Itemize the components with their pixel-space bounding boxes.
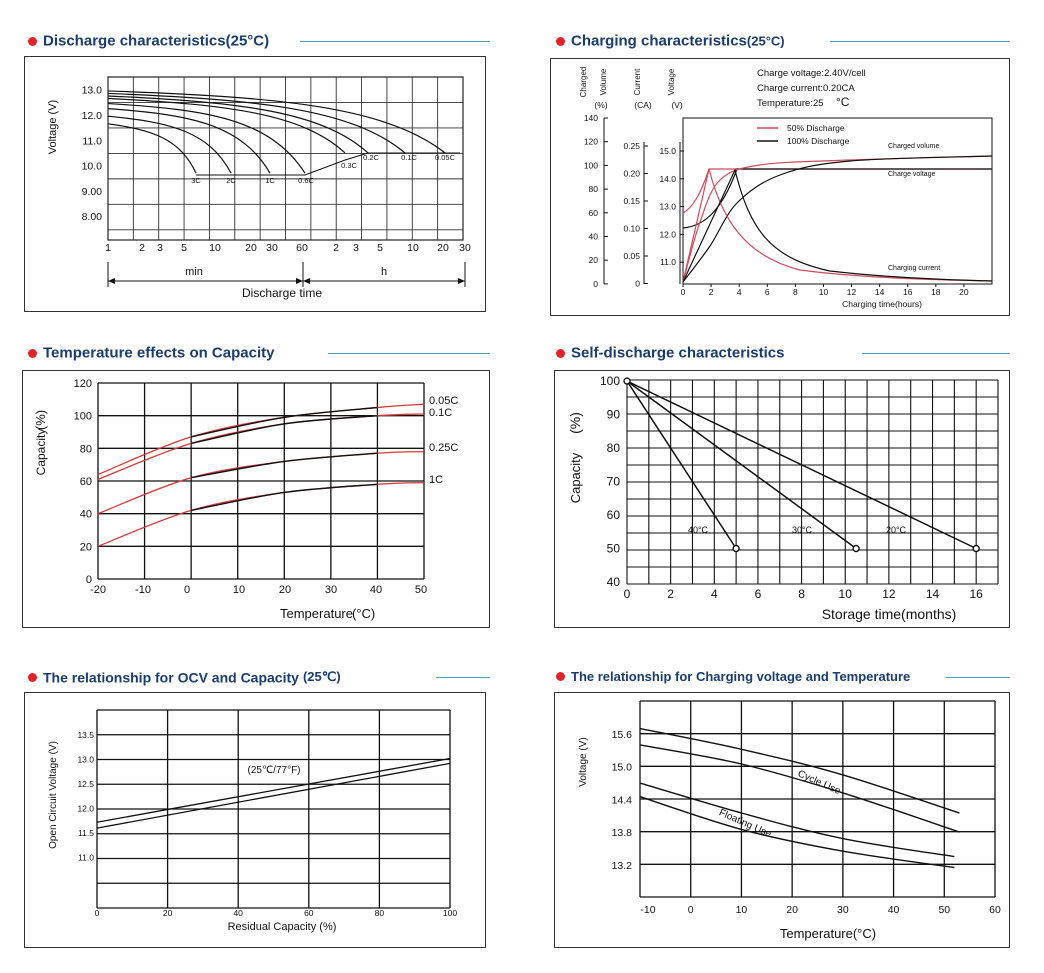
title-chargetemp: The relationship for Charging voltage an… (556, 668, 910, 684)
ocv-chart-frame (24, 692, 486, 948)
title-ocv: The relationship for OCV and Capacity (25… (28, 668, 341, 685)
title-temperature: Temperature effects on Capacity (28, 344, 274, 362)
charging-chart-frame (550, 58, 1010, 316)
bullet-icon (556, 672, 565, 682)
title-charging: Charging characteristics(25°C) (556, 32, 785, 50)
title-selfdischarge: Self-discharge characteristics (556, 344, 784, 362)
bullet-icon (28, 672, 37, 682)
bullet-icon (28, 348, 37, 358)
discharge-chart-frame (24, 56, 486, 312)
selfdischarge-chart-frame (554, 370, 1010, 628)
temperature-chart-frame (22, 370, 490, 628)
bullet-icon (556, 36, 565, 46)
title-discharge: Discharge characteristics(25°C) (28, 32, 269, 50)
bullet-icon (556, 348, 565, 358)
bullet-icon (28, 36, 37, 46)
chargetemp-chart-frame (554, 692, 1010, 948)
